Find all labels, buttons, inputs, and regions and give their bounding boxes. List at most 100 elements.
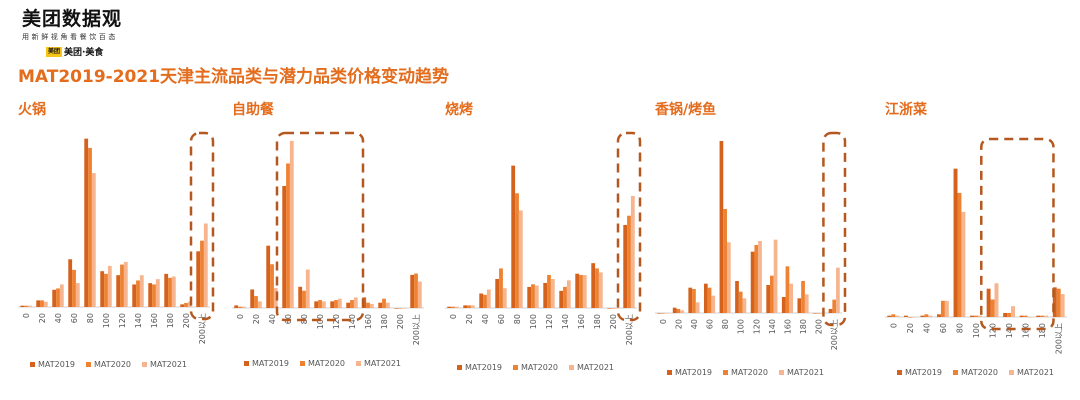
tick-label: 120	[989, 323, 998, 338]
bar-MAT2020-120	[120, 264, 124, 307]
bar-MAT2020-140	[350, 300, 354, 308]
bar-MAT2020-120	[334, 300, 338, 308]
bar-MAT2019-140	[766, 285, 771, 313]
bar-MAT2020-100	[738, 291, 743, 313]
bar-MAT2020-200	[816, 313, 821, 314]
bar-MAT2020-60	[940, 300, 945, 317]
bar-MAT2019-160	[781, 297, 786, 313]
bar-MAT2021-140	[1011, 306, 1015, 317]
highlight-box	[822, 131, 847, 327]
legend-label: MAT2019	[675, 368, 712, 377]
bar-MAT2020-20	[467, 305, 471, 308]
legend-label: MAT2020	[521, 363, 558, 372]
bar-MAT2021-20	[43, 301, 48, 307]
bar-MAT2020-40	[692, 289, 696, 313]
legend-swatch	[86, 362, 91, 367]
bar-MAT2020-160	[1023, 315, 1028, 317]
legend-swatch	[723, 370, 728, 375]
bar-MAT2021-200以上	[1060, 294, 1065, 317]
bar-MAT2019-40	[52, 289, 57, 307]
bar-MAT2021-40	[486, 289, 491, 308]
bar-MAT2021-200	[401, 308, 406, 309]
bar-MAT2020-200以上	[1056, 288, 1061, 317]
bar-MAT2020-200以上	[832, 299, 837, 313]
bar-MAT2019-100	[314, 301, 319, 308]
legend-label: MAT2019	[465, 363, 502, 372]
tick-label: 80	[513, 314, 522, 324]
tick-label: 0	[236, 314, 245, 319]
bar-MAT2019-160	[575, 273, 580, 308]
tick-label: 180	[1038, 323, 1047, 338]
legend-swatch	[356, 361, 361, 366]
tick-label: 40	[690, 319, 699, 329]
bar-MAT2021-0	[895, 315, 900, 317]
bar-MAT2020-80	[515, 193, 519, 308]
page-title: MAT2019-2021天津主流品类与潜力品类价格变动趋势	[18, 67, 450, 87]
bar-MAT2019-60	[68, 259, 73, 307]
chart-spicy-pot-grilled-fish: 香锅/烤鱼 0 20 40 60 80 100 120 140 160 180 200 200以上 MA…	[655, 95, 855, 395]
bar-MAT2019-40	[266, 245, 271, 308]
tick-label: 60	[939, 323, 948, 333]
chart-title: 烧烤	[445, 102, 473, 118]
bar-MAT2021-100	[321, 301, 326, 308]
bar-MAT2021-200以上	[417, 281, 422, 308]
bar-MAT2019-40	[479, 293, 484, 308]
bar-MAT2021-120	[550, 278, 555, 308]
bar-MAT2020-100	[318, 300, 322, 308]
tick-label: 100	[316, 314, 325, 329]
chart-jiangzhe-cuisine: 江浙菜 0 20 40 60 80 100 120 140 160 180 200以上 MAT2019…	[885, 95, 1075, 395]
bar-MAT2020-40	[924, 314, 929, 317]
legend-swatch	[1009, 370, 1014, 375]
bar-MAT2021-100	[534, 285, 539, 308]
bar-MAT2019-100	[100, 271, 105, 307]
bar-MAT2019-60	[703, 283, 708, 313]
legend-label: MAT2021	[150, 360, 187, 369]
bar-MAT2021-180	[1044, 315, 1049, 317]
chart-title: 江浙菜	[885, 102, 927, 118]
tick-label: 20	[465, 314, 474, 324]
tick-label: 60	[497, 314, 506, 324]
bar-MAT2020-0	[451, 306, 455, 308]
bar-MAT2019-60	[282, 186, 287, 308]
bar-MAT2019-40	[920, 315, 925, 317]
tick-label: 120	[752, 319, 761, 334]
bar-MAT2021-60	[502, 288, 507, 308]
bar-MAT2019-60	[937, 314, 941, 317]
bar-MAT2020-160	[579, 275, 583, 308]
bar-MAT2019-60	[495, 278, 500, 308]
bar-MAT2020-40	[483, 294, 487, 308]
bar-MAT2021-140	[139, 275, 144, 307]
tick-label: 60	[70, 313, 79, 323]
bar-MAT2020-60	[286, 163, 290, 308]
brand-logo: 美团数据观 用新鲜视角看餐饮百态 美团 美团·美食	[22, 4, 142, 58]
bar-MAT2019-200以上	[196, 251, 201, 307]
bar-MAT2020-0	[24, 305, 28, 307]
bar-MAT2019-0	[234, 305, 239, 308]
bar-MAT2021-20	[680, 310, 684, 313]
meituan-badge-icon: 美团	[46, 46, 63, 57]
tick-label: 0	[449, 314, 458, 319]
bar-MAT2021-0	[27, 305, 32, 307]
legend-label: MAT2020	[961, 368, 998, 377]
bar-MAT2021-40	[928, 315, 933, 317]
tick-label: 20	[252, 314, 261, 324]
bar-MAT2019-80	[298, 286, 303, 308]
highlight-box	[275, 131, 365, 322]
bar-MAT2021-80	[518, 210, 523, 308]
bar-MAT2019-180	[378, 302, 383, 308]
tick-label: 160	[577, 314, 586, 329]
tick-label: 100	[972, 323, 981, 338]
tick-label: 40	[922, 323, 931, 333]
bar-MAT2019-200	[607, 308, 612, 309]
tick-label: 60	[706, 319, 715, 329]
legend-label: MAT2019	[252, 359, 289, 368]
legend-label: MAT2021	[1017, 368, 1054, 377]
bar-MAT2021-80	[305, 269, 310, 308]
bar-MAT2019-200	[813, 313, 817, 314]
bar-MAT2021-160	[789, 283, 794, 313]
tick-label: 180	[593, 314, 602, 329]
tick-label: 120	[332, 314, 341, 329]
highlight-box	[189, 131, 215, 321]
tick-label: 0	[889, 323, 898, 328]
